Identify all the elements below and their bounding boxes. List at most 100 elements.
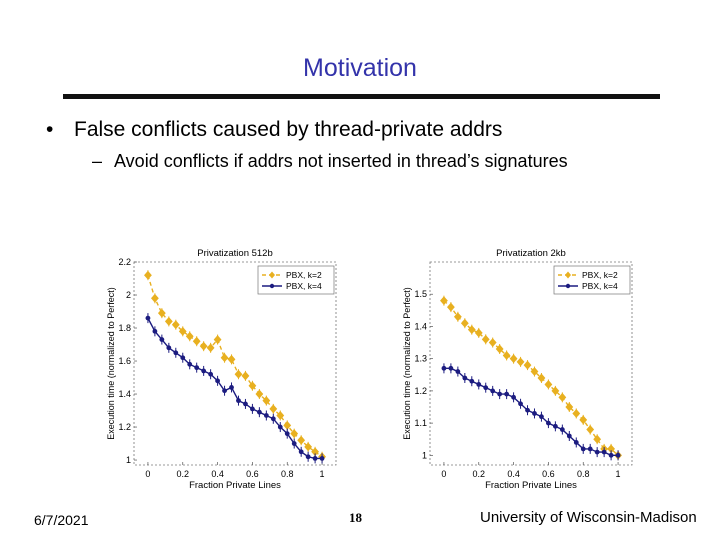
y-tick-label: 2.2 xyxy=(118,257,131,267)
plot-frame xyxy=(133,261,337,466)
data-point xyxy=(502,350,511,360)
data-point xyxy=(255,389,264,399)
data-point xyxy=(530,367,539,377)
legend-marker xyxy=(565,283,571,289)
x-tick-label: 0.8 xyxy=(577,469,590,479)
series-line xyxy=(147,275,323,458)
data-point xyxy=(298,449,304,455)
legend-marker xyxy=(565,271,571,279)
data-point xyxy=(448,365,454,371)
x-tick-label: 1 xyxy=(320,469,325,479)
data-point xyxy=(166,345,172,351)
y-tick-label: 1 xyxy=(422,450,427,460)
data-point xyxy=(539,414,544,420)
data-point xyxy=(185,331,194,341)
y-tick-label: 1.4 xyxy=(118,389,131,399)
data-point xyxy=(559,427,565,432)
title-divider xyxy=(63,94,660,99)
data-point xyxy=(579,415,588,425)
data-point xyxy=(467,325,476,335)
data-point xyxy=(566,433,572,439)
x-tick-label: 0.2 xyxy=(473,469,486,479)
legend-label: PBX, k=4 xyxy=(286,281,322,291)
data-point xyxy=(525,407,530,413)
data-point xyxy=(263,413,269,418)
data-point xyxy=(222,388,227,394)
data-point xyxy=(304,442,313,452)
data-point xyxy=(159,337,165,342)
x-tick-label: 0.8 xyxy=(281,469,294,479)
data-point xyxy=(241,371,250,381)
data-point xyxy=(453,312,462,322)
data-point xyxy=(495,344,504,354)
plot-frame xyxy=(429,261,633,466)
data-point xyxy=(483,385,489,391)
x-tick-label: 0 xyxy=(441,469,446,479)
data-point xyxy=(490,388,496,394)
sub-bullet-dash-icon: – xyxy=(92,151,103,171)
x-tick-label: 1 xyxy=(616,469,621,479)
y-axis-label: Execution time (normalized to Perfect) xyxy=(106,287,116,440)
y-tick-label: 1.1 xyxy=(414,418,427,428)
data-point xyxy=(164,316,173,326)
data-point xyxy=(213,335,222,345)
y-axis-label: Execution time (normalized to Perfect) xyxy=(402,287,412,440)
data-point xyxy=(593,434,602,444)
data-point xyxy=(284,431,290,437)
data-point xyxy=(594,449,600,455)
y-tick-label: 2 xyxy=(126,290,131,300)
data-point xyxy=(580,446,586,452)
data-point xyxy=(199,341,208,351)
data-point xyxy=(173,350,179,356)
y-tick-label: 1.2 xyxy=(414,386,427,396)
data-point xyxy=(277,424,283,430)
data-point xyxy=(608,452,614,458)
data-point xyxy=(601,449,607,455)
data-point xyxy=(262,396,271,406)
data-point xyxy=(250,406,255,412)
data-point xyxy=(516,357,525,367)
data-point xyxy=(509,354,518,364)
data-point xyxy=(476,382,482,387)
legend-label: PBX, k=2 xyxy=(286,270,322,280)
data-point xyxy=(152,328,158,334)
data-point xyxy=(201,368,207,374)
data-point xyxy=(565,402,574,412)
data-point xyxy=(150,293,159,303)
legend-box xyxy=(257,265,335,295)
data-point xyxy=(291,441,297,446)
legend-label: PBX, k=2 xyxy=(582,270,618,280)
x-tick-label: 0 xyxy=(145,469,150,479)
data-point xyxy=(615,452,621,458)
data-point xyxy=(441,365,447,371)
x-axis-label: Fraction Private Lines xyxy=(189,480,281,491)
data-point xyxy=(236,398,241,404)
data-point xyxy=(572,408,581,418)
data-point xyxy=(497,391,503,397)
data-point xyxy=(227,354,236,364)
y-tick-label: 1.6 xyxy=(118,356,131,366)
data-point xyxy=(455,369,461,374)
data-point xyxy=(511,394,516,400)
x-tick-label: 0.4 xyxy=(211,469,224,479)
x-tick-label: 0.4 xyxy=(507,469,520,479)
y-tick-label: 1.4 xyxy=(414,321,427,331)
y-tick-label: 1.2 xyxy=(118,422,131,432)
data-point xyxy=(180,355,186,361)
data-point xyxy=(178,326,187,336)
footer-date: 6/7/2021 xyxy=(34,512,89,528)
data-point xyxy=(248,381,257,391)
chart-privatization-2kb: Privatization 2kb 0 0.2 0.4 0.6 0.8 1 1 1.1 1.2 1.… xyxy=(402,248,633,491)
sub-bullet-item: – Avoid conflicts if addrs not inserted i… xyxy=(92,151,568,172)
data-point xyxy=(446,302,455,312)
data-point xyxy=(532,411,537,416)
data-point xyxy=(229,385,234,390)
data-point xyxy=(145,315,151,321)
data-point xyxy=(220,353,229,363)
data-point xyxy=(551,386,560,396)
bullet-item: • False conflicts caused by thread-privat… xyxy=(46,118,502,142)
data-point xyxy=(537,373,546,383)
data-point xyxy=(243,401,248,407)
data-point xyxy=(208,371,214,377)
data-point xyxy=(460,318,469,328)
